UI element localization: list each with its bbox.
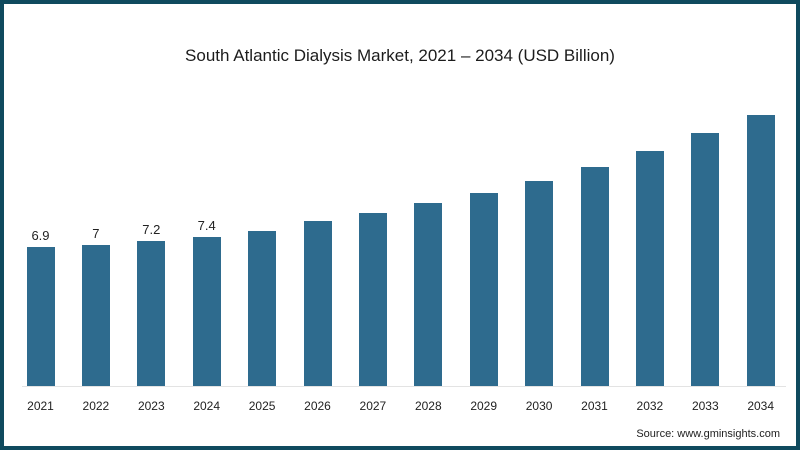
bar-2030 [525, 180, 554, 386]
chart-title: South Atlantic Dialysis Market, 2021 – 2… [185, 46, 615, 65]
x-tick-label: 2025 [248, 399, 276, 413]
bar-2025 [248, 231, 277, 386]
data-label: 6.9 [31, 228, 50, 244]
bar-2031 [580, 166, 609, 386]
x-tick-label: 2032 [636, 399, 664, 413]
bar-2029 [469, 193, 498, 386]
bar-2033 [691, 132, 720, 386]
bar-2022 [81, 245, 110, 386]
bar-2021 [26, 247, 55, 386]
bar-2027 [358, 213, 387, 386]
data-label: 7.2 [142, 222, 161, 238]
x-tick-label: 2027 [359, 399, 387, 413]
x-tick-label: 2031 [581, 399, 608, 413]
x-tick-label: 2030 [525, 399, 553, 413]
x-tick-label: 2028 [414, 399, 442, 413]
x-axis-line [22, 386, 786, 387]
bar-2026 [303, 221, 332, 386]
bar-2032 [635, 150, 664, 386]
x-tick-label: 2024 [193, 399, 221, 413]
bar-2024 [192, 237, 221, 386]
source-note: Source: www.gminsights.com [636, 428, 780, 440]
bar-2023 [137, 241, 166, 386]
x-tick-label: 2033 [691, 399, 719, 413]
x-tick-label: 2023 [137, 399, 165, 413]
x-tick-label: 2029 [470, 399, 498, 413]
x-tick-label: 2022 [82, 399, 110, 413]
bar-2034 [746, 114, 775, 386]
x-tick-label: 2034 [747, 399, 775, 413]
data-label: 7 [92, 226, 100, 242]
x-tick-label: 2021 [27, 399, 54, 413]
bar-2028 [414, 203, 443, 386]
x-tick-label: 2026 [304, 399, 331, 413]
data-label: 7.4 [197, 218, 216, 234]
